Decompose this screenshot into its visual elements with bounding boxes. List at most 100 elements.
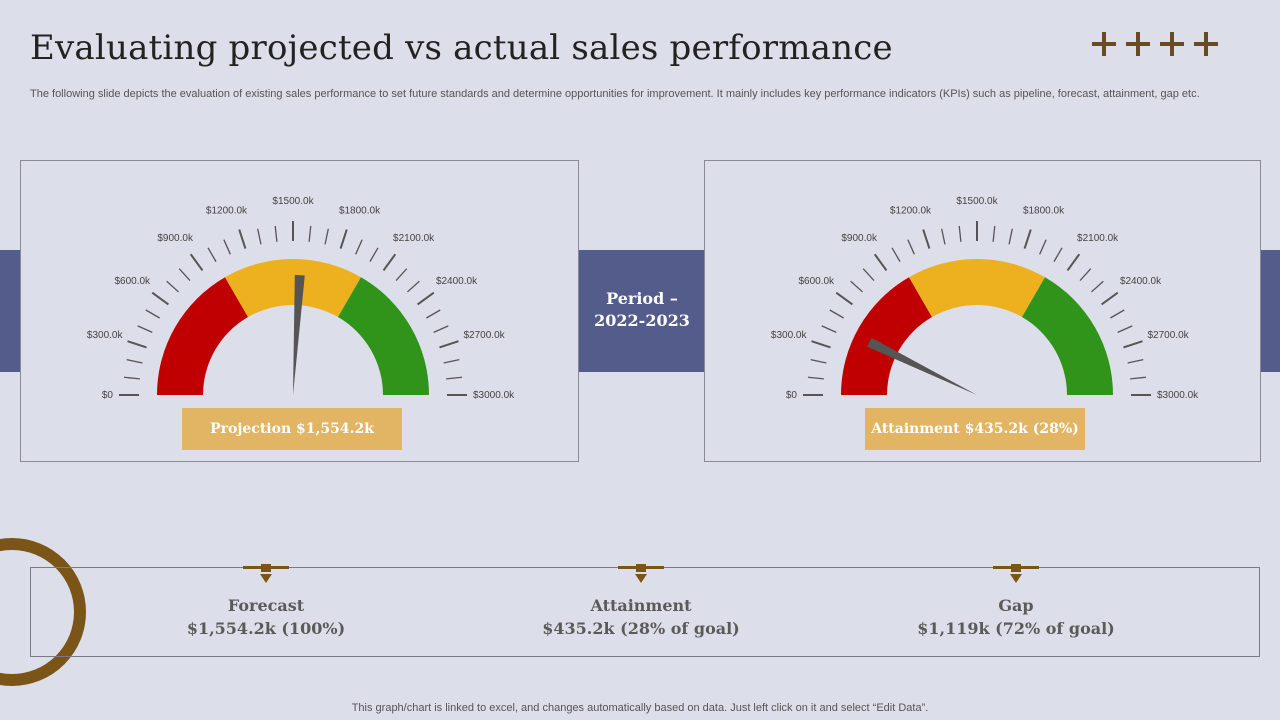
attainment-gauge-panel[interactable]: $0 $300.0k $600.0k $900.0k $1200.0k $1500.0k $… xyxy=(704,160,1261,462)
gauge-tick xyxy=(922,229,931,249)
gauge-tick-label: $2100.0k xyxy=(1077,233,1119,244)
gauge-tick xyxy=(1130,376,1147,380)
gauge-tick xyxy=(829,309,844,319)
gauge-tick xyxy=(433,325,449,333)
pin-marker-icon xyxy=(993,564,1039,586)
gauge-tick xyxy=(811,340,831,349)
gauge-tick-label: $600.0k xyxy=(798,276,835,287)
gauge-tick xyxy=(238,229,247,249)
attainment-badge: Attainment $435.2k (28%) xyxy=(865,408,1085,450)
gauge-tick-label: $2700.0k xyxy=(1148,330,1190,341)
gauge-tick xyxy=(151,291,169,306)
summary-attainment-name: Attainment xyxy=(590,596,692,615)
gauge-band-0 xyxy=(841,277,932,395)
projection-gauge-panel[interactable]: $0 $300.0k $600.0k $900.0k $1200.0k $1500.0k $… xyxy=(20,160,579,462)
gauge-tick xyxy=(992,225,996,242)
gauge-tick xyxy=(274,225,278,242)
gauge-band-2 xyxy=(338,277,429,395)
summary-attainment-value: $435.2k (28% of goal) xyxy=(542,619,740,638)
gauge-tick xyxy=(1110,309,1125,319)
gauge-tick-label: $900.0k xyxy=(157,233,194,244)
gauge-tick xyxy=(1023,229,1032,249)
gauge-tick xyxy=(369,247,379,262)
gauge-tick-label: $1200.0k xyxy=(890,205,932,216)
gauge-tick xyxy=(1091,280,1104,293)
gauge-tick-label: $900.0k xyxy=(841,233,878,244)
gauge-tick xyxy=(123,376,140,380)
gauge-band-0 xyxy=(157,277,248,395)
gauge-tick xyxy=(862,268,875,281)
gauge-tick xyxy=(126,359,143,364)
gauge-tick-label: $0 xyxy=(786,390,798,401)
gauge-tick xyxy=(207,247,217,262)
gauge-tick xyxy=(907,239,915,255)
gauge-tick-label: $300.0k xyxy=(771,330,808,341)
gauge-band-2 xyxy=(1022,277,1113,395)
gauge-tick xyxy=(446,376,463,380)
gauge-tick xyxy=(178,268,191,281)
gauge-tick xyxy=(439,340,459,349)
gauge-tick-label: $0 xyxy=(102,390,114,401)
gauge-tick xyxy=(1066,253,1081,271)
gauge-tick xyxy=(355,239,363,255)
gauge-tick xyxy=(1101,291,1119,306)
gauge-tick xyxy=(426,309,441,319)
gauge-tick xyxy=(145,309,160,319)
page-description: The following slide depicts the evaluati… xyxy=(30,88,1200,100)
gauge-tick xyxy=(958,225,962,242)
accent-band-middle xyxy=(578,250,706,372)
period-line-2: 2022-2023 xyxy=(594,311,690,330)
gauge-tick xyxy=(137,325,153,333)
summary-gap-name: Gap xyxy=(998,596,1034,615)
gauge-tick xyxy=(835,291,853,306)
gauge-needle xyxy=(867,337,977,395)
gauge-tick-label: $1800.0k xyxy=(339,205,381,216)
gauge-tick xyxy=(1117,325,1133,333)
gauge-tick xyxy=(127,340,147,349)
gauge-tick-label: $3000.0k xyxy=(473,390,515,401)
gauge-tick xyxy=(807,376,824,380)
projection-badge: Projection $1,554.2k xyxy=(182,408,402,450)
gauge-tick xyxy=(1079,268,1092,281)
gauge-tick xyxy=(1008,228,1013,245)
gauge-tick-label: $300.0k xyxy=(87,330,124,341)
gauge-tick-label: $1500.0k xyxy=(272,196,314,207)
period-label: Period – 2022-2023 xyxy=(578,288,706,332)
decoration-crosses xyxy=(1092,32,1220,60)
page-title: Evaluating projected vs actual sales per… xyxy=(30,28,893,68)
gauge-tick xyxy=(443,359,460,364)
gauge-tick xyxy=(810,359,827,364)
gauge-tick xyxy=(395,268,408,281)
gauge-tick xyxy=(417,291,435,306)
plus-cross-icon xyxy=(1194,32,1218,56)
footer-note: This graph/chart is linked to excel, and… xyxy=(351,702,929,714)
summary-forecast-name: Forecast xyxy=(227,596,305,615)
plus-cross-icon xyxy=(1092,32,1116,56)
gauge-tick xyxy=(873,253,888,271)
gauge-tick xyxy=(891,247,901,262)
gauge-tick xyxy=(223,239,231,255)
gauge-band-1 xyxy=(909,259,1045,318)
gauge-tick-label: $2400.0k xyxy=(436,276,478,287)
gauge-tick xyxy=(821,325,837,333)
period-line-1: Period – xyxy=(606,289,678,308)
gauge-tick xyxy=(166,280,179,293)
projection-gauge[interactable]: $0 $300.0k $600.0k $900.0k $1200.0k $1500.0k $… xyxy=(21,161,578,461)
gauge-tick-label: $1800.0k xyxy=(1023,205,1065,216)
summary-box: Forecast $1,554.2k (100%) Attainment $43… xyxy=(30,564,1260,657)
gauge-tick-label: $2700.0k xyxy=(464,330,506,341)
gauge-tick xyxy=(308,225,312,242)
gauge-tick xyxy=(324,228,329,245)
gauge-tick-label: $3000.0k xyxy=(1157,390,1199,401)
pin-marker-icon xyxy=(618,564,664,586)
attainment-gauge[interactable]: $0 $300.0k $600.0k $900.0k $1200.0k $1500.0k $… xyxy=(705,161,1260,461)
summary-forecast-value: $1,554.2k (100%) xyxy=(186,619,346,638)
plus-cross-icon xyxy=(1126,32,1150,56)
gauge-tick xyxy=(850,280,863,293)
gauge-tick xyxy=(407,280,420,293)
pin-marker-icon xyxy=(243,564,289,586)
accent-band-left xyxy=(0,250,22,372)
gauge-tick xyxy=(339,229,348,249)
gauge-tick xyxy=(382,253,397,271)
gauge-tick-label: $2100.0k xyxy=(393,233,435,244)
